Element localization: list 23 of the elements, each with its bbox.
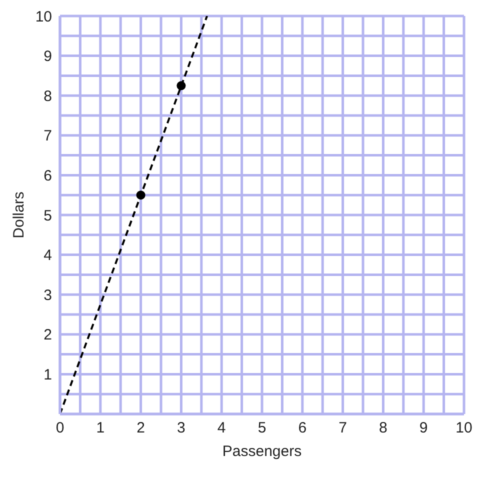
- y-tick-label: 6: [44, 168, 52, 185]
- x-axis-title: Passengers: [222, 443, 302, 460]
- x-tick-label: 4: [217, 420, 226, 437]
- x-tick-label: 5: [258, 420, 266, 437]
- y-tick-label: 2: [44, 326, 52, 344]
- y-tick-label: 1: [44, 366, 52, 384]
- y-axis-title: Dollars: [10, 192, 28, 238]
- y-tick-label: 10: [35, 8, 52, 26]
- x-tick-label: 10: [456, 420, 472, 437]
- y-tick-label: 7: [44, 128, 52, 145]
- x-tick-label: 3: [177, 420, 186, 437]
- x-tick-label: 9: [419, 420, 428, 437]
- x-tick-label: 7: [338, 420, 347, 437]
- y-tick-label: 4: [44, 247, 52, 264]
- x-tick-label: 8: [379, 420, 388, 437]
- x-tick-label: 0: [56, 420, 64, 437]
- y-tick-label: 5: [44, 207, 52, 224]
- x-tick-label: 2: [136, 420, 145, 437]
- x-tick-label: 1: [96, 420, 105, 437]
- y-tick-label: 8: [44, 88, 52, 105]
- y-tick-label: 3: [44, 286, 52, 304]
- y-tick-label: 9: [44, 48, 52, 66]
- x-tick-label: 6: [298, 420, 307, 437]
